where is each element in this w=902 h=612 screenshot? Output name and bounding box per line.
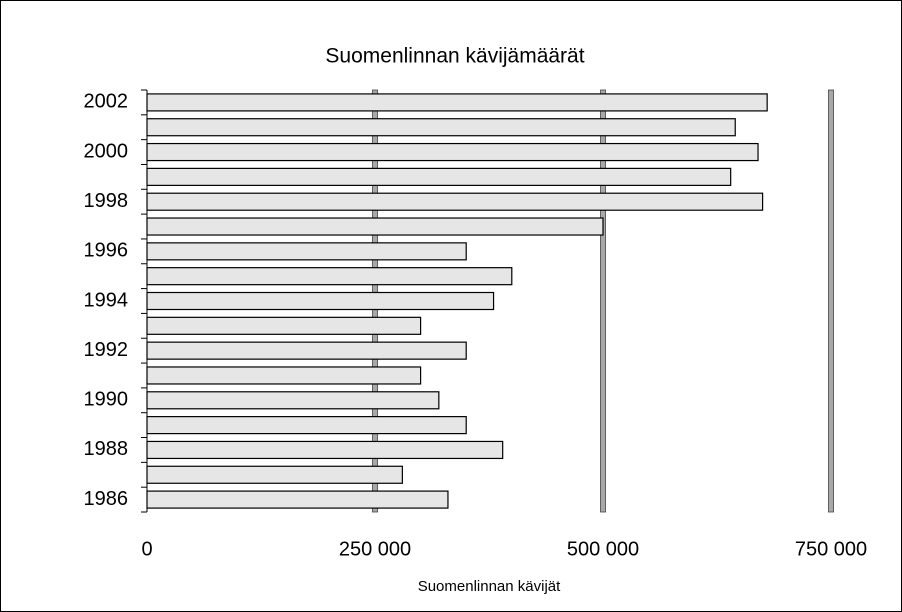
bar xyxy=(146,440,504,460)
bar xyxy=(146,142,759,162)
bar xyxy=(146,93,768,112)
bar xyxy=(146,242,467,261)
y-tick-label: 1988 xyxy=(84,438,129,460)
grid-line xyxy=(600,89,606,513)
bar xyxy=(146,316,422,335)
bar xyxy=(146,291,495,311)
y-tick-label: 1992 xyxy=(84,339,129,361)
x-axis-label: Suomenlinnan kävijät xyxy=(418,578,561,595)
bar xyxy=(146,416,467,435)
bar xyxy=(146,341,467,360)
bar xyxy=(146,217,604,236)
x-tick-label: 0 xyxy=(141,538,152,560)
y-tick-label: 2002 xyxy=(84,91,129,113)
x-tick-label: 500 000 xyxy=(567,538,639,560)
bar xyxy=(146,167,732,186)
y-tick-label: 1990 xyxy=(84,389,129,411)
chart-title: Suomenlinnan kävijämäärät xyxy=(325,45,584,68)
y-tick-label: 1996 xyxy=(84,240,129,262)
y-tick-label: 1994 xyxy=(84,289,129,311)
y-tick-label: 2000 xyxy=(84,140,129,162)
y-tick-label: 1998 xyxy=(84,190,129,212)
bar xyxy=(146,192,764,211)
bar xyxy=(146,366,422,385)
bar xyxy=(146,465,403,484)
bar xyxy=(146,490,449,509)
grid-line xyxy=(828,89,834,513)
bar xyxy=(146,391,440,410)
bar xyxy=(146,267,513,286)
x-tick-label: 750 000 xyxy=(795,538,867,560)
bar xyxy=(146,118,736,137)
y-tick-label: 1986 xyxy=(84,488,129,510)
x-tick-label: 250 000 xyxy=(339,538,411,560)
